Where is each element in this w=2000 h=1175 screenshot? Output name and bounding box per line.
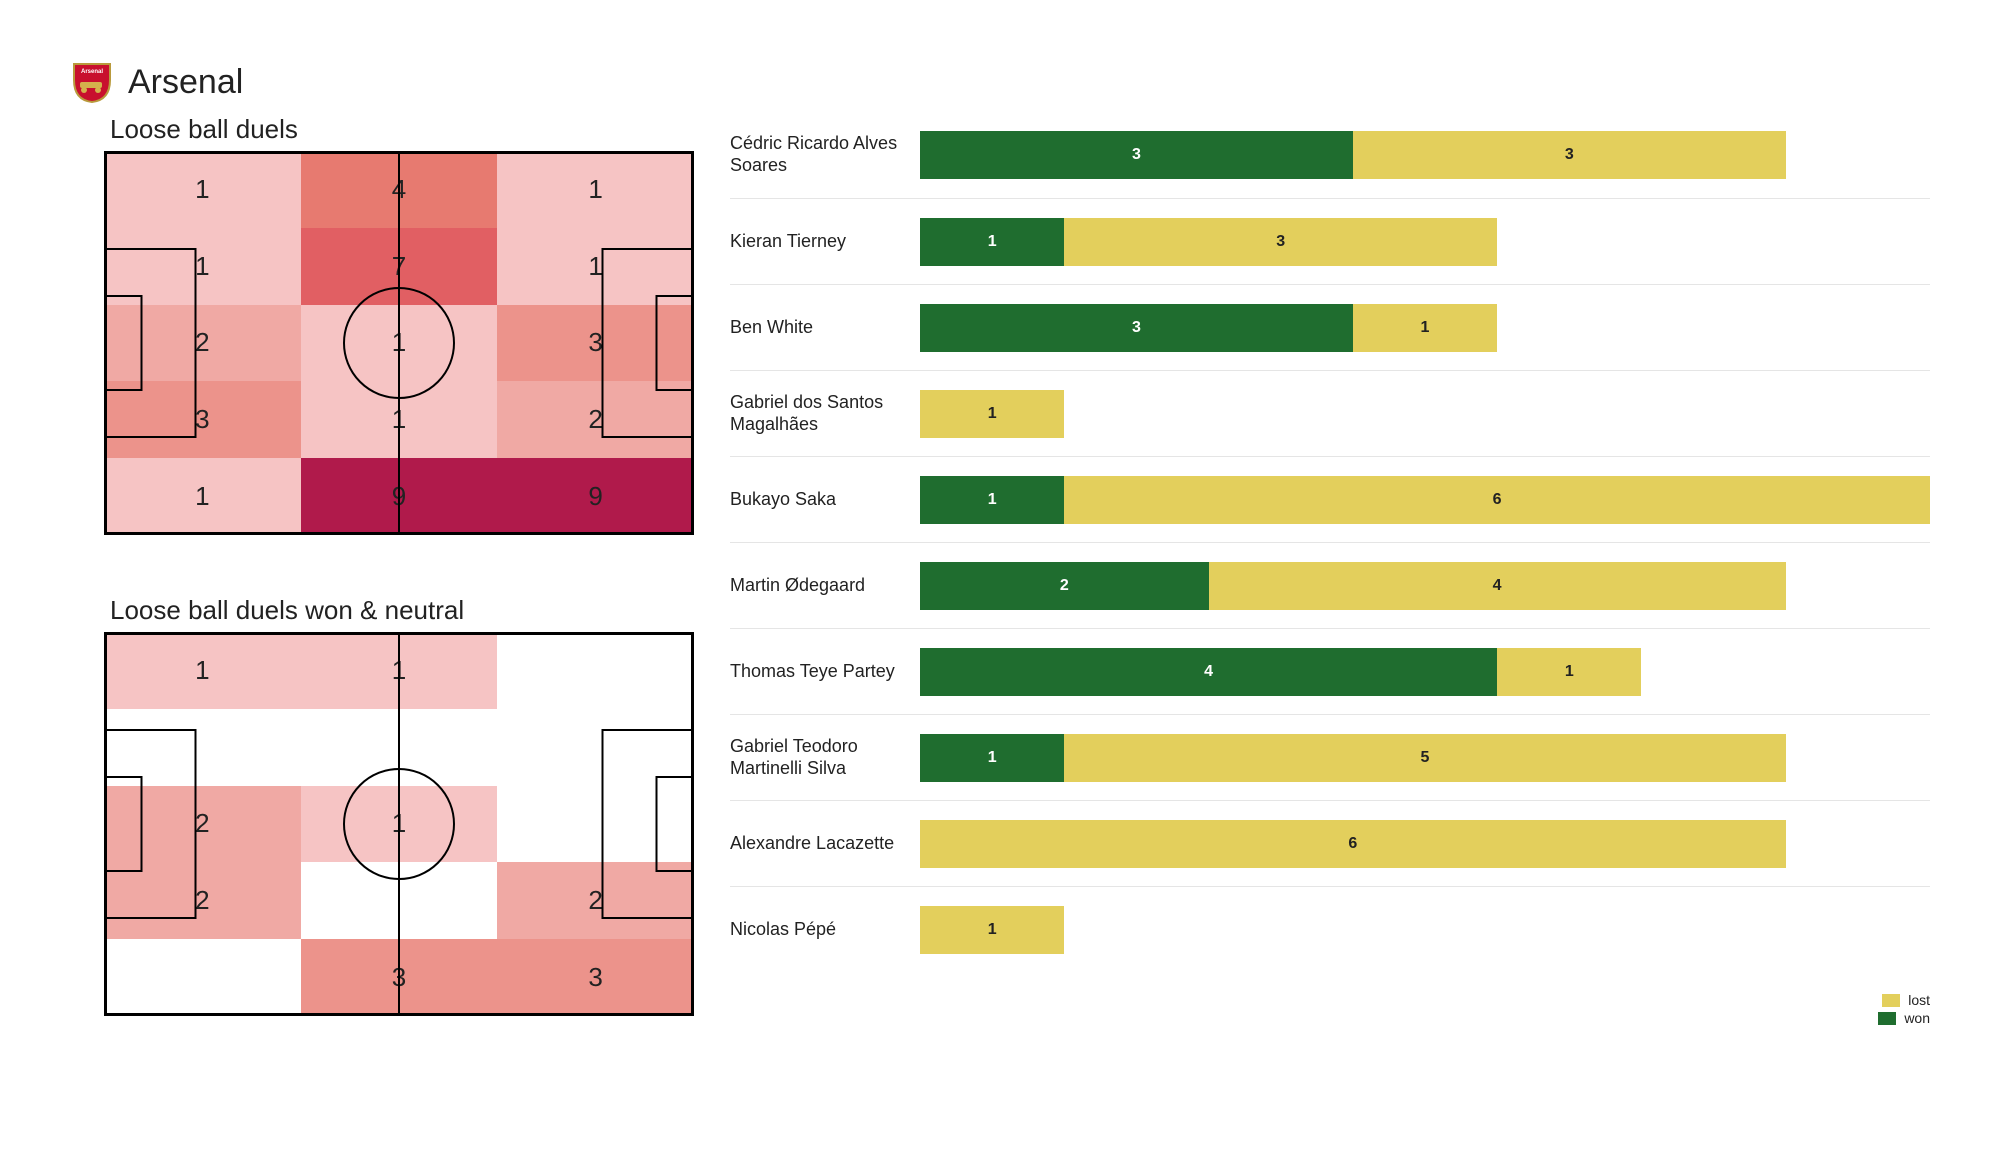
svg-text:Arsenal: Arsenal xyxy=(81,69,103,75)
bar-seg-lost: 6 xyxy=(920,820,1786,868)
bar-label: Martin Ødegaard xyxy=(730,575,920,597)
bar-label: Nicolas Pépé xyxy=(730,919,920,941)
bar-seg-lost: 1 xyxy=(920,906,1064,954)
bar-label: Cédric Ricardo Alves Soares xyxy=(730,133,920,176)
heatmap-cell: 1 xyxy=(104,151,301,228)
heatmap-2: 11212233 xyxy=(104,632,694,1016)
bar-label: Ben White xyxy=(730,317,920,339)
team-crest-icon: Arsenal xyxy=(70,60,114,104)
heatmap-cell: 2 xyxy=(104,305,301,382)
left-column: Loose ball duels 141171213312199 Loose b… xyxy=(70,112,690,1016)
bar-row: Thomas Teye Partey41 xyxy=(730,628,1930,714)
heatmap-cell: 1 xyxy=(497,228,694,305)
heatmap-cell: 7 xyxy=(301,228,498,305)
bar-row: Kieran Tierney13 xyxy=(730,198,1930,284)
bar-row: Nicolas Pépé1 xyxy=(730,886,1930,972)
heatmap-cell: 2 xyxy=(497,381,694,458)
page-root: Arsenal Arsenal Loose ball duels 1411712… xyxy=(0,0,2000,1175)
bar-seg-lost: 3 xyxy=(1064,218,1497,266)
heatmap-cell xyxy=(497,632,694,709)
heatmap-2-title: Loose ball duels won & neutral xyxy=(110,595,690,626)
bar-track: 13 xyxy=(920,218,1930,266)
heatmap-cell xyxy=(497,786,694,863)
bar-track: 1 xyxy=(920,906,1930,954)
bar-row: Cédric Ricardo Alves Soares33 xyxy=(730,112,1930,198)
heatmap-1-title: Loose ball duels xyxy=(110,114,690,145)
bar-seg-won: 3 xyxy=(920,131,1353,179)
legend-item-lost: lost xyxy=(1878,992,1930,1008)
heatmap-cell: 3 xyxy=(497,305,694,382)
heatmap-cell: 9 xyxy=(497,458,694,535)
bar-track: 15 xyxy=(920,734,1930,782)
heatmap-cell: 1 xyxy=(301,632,498,709)
legend-swatch-won xyxy=(1878,1012,1896,1025)
bar-label: Bukayo Saka xyxy=(730,489,920,511)
bar-seg-lost: 1 xyxy=(1353,304,1497,352)
heatmap-cell xyxy=(301,862,498,939)
bar-track: 16 xyxy=(920,476,1930,524)
team-name: Arsenal xyxy=(128,63,243,102)
bar-seg-lost: 1 xyxy=(920,390,1064,438)
legend: lost won xyxy=(1878,990,1930,1026)
bar-seg-won: 1 xyxy=(920,218,1064,266)
heatmap-cell: 3 xyxy=(301,939,498,1016)
bar-seg-won: 2 xyxy=(920,562,1209,610)
bar-track: 31 xyxy=(920,304,1930,352)
heatmap-cell: 1 xyxy=(301,305,498,382)
bar-seg-won: 1 xyxy=(920,734,1064,782)
heatmap-cell: 1 xyxy=(104,228,301,305)
heatmap-cell: 1 xyxy=(104,458,301,535)
bar-seg-won: 4 xyxy=(920,648,1497,696)
bar-label: Gabriel dos Santos Magalhães xyxy=(730,392,920,435)
legend-label-lost: lost xyxy=(1908,992,1930,1008)
heatmap-cell: 3 xyxy=(104,381,301,458)
bar-label: Alexandre Lacazette xyxy=(730,833,920,855)
heatmap-cell: 1 xyxy=(301,786,498,863)
bar-label: Gabriel Teodoro Martinelli Silva xyxy=(730,736,920,779)
bar-track: 41 xyxy=(920,648,1930,696)
bar-chart: Cédric Ricardo Alves Soares33Kieran Tier… xyxy=(730,112,1930,1016)
heatmap-cell xyxy=(301,709,498,786)
bar-label: Kieran Tierney xyxy=(730,231,920,253)
heatmap-cell: 1 xyxy=(104,632,301,709)
bar-seg-won: 1 xyxy=(920,476,1064,524)
heatmap-cell: 2 xyxy=(497,862,694,939)
bar-seg-lost: 5 xyxy=(1064,734,1785,782)
bar-seg-lost: 3 xyxy=(1353,131,1786,179)
bar-track: 24 xyxy=(920,562,1930,610)
bar-seg-lost: 6 xyxy=(1064,476,1930,524)
heatmap-cell: 4 xyxy=(301,151,498,228)
bar-row: Ben White31 xyxy=(730,284,1930,370)
bar-row: Gabriel Teodoro Martinelli Silva15 xyxy=(730,714,1930,800)
bar-row: Martin Ødegaard24 xyxy=(730,542,1930,628)
heatmap-cell xyxy=(104,939,301,1016)
bar-label: Thomas Teye Partey xyxy=(730,661,920,683)
bar-seg-lost: 4 xyxy=(1209,562,1786,610)
bar-seg-lost: 1 xyxy=(1497,648,1641,696)
bar-row: Bukayo Saka16 xyxy=(730,456,1930,542)
heatmap-cell: 2 xyxy=(104,862,301,939)
heatmap-cell xyxy=(497,709,694,786)
heatmap-cell: 9 xyxy=(301,458,498,535)
bar-track: 1 xyxy=(920,390,1930,438)
legend-swatch-lost xyxy=(1882,994,1900,1007)
bar-row: Alexandre Lacazette6 xyxy=(730,800,1930,886)
heatmap-cell: 3 xyxy=(497,939,694,1016)
heatmap-cell: 1 xyxy=(497,151,694,228)
bar-row: Gabriel dos Santos Magalhães1 xyxy=(730,370,1930,456)
header: Arsenal Arsenal xyxy=(70,60,1930,104)
heatmap-1: 141171213312199 xyxy=(104,151,694,535)
heatmap-cell: 1 xyxy=(301,381,498,458)
content: Loose ball duels 141171213312199 Loose b… xyxy=(70,112,1930,1016)
bar-track: 6 xyxy=(920,820,1930,868)
heatmap-cell xyxy=(104,709,301,786)
bar-seg-won: 3 xyxy=(920,304,1353,352)
legend-label-won: won xyxy=(1904,1010,1930,1026)
legend-item-won: won xyxy=(1878,1010,1930,1026)
heatmap-cell: 2 xyxy=(104,786,301,863)
bar-track: 33 xyxy=(920,131,1930,179)
